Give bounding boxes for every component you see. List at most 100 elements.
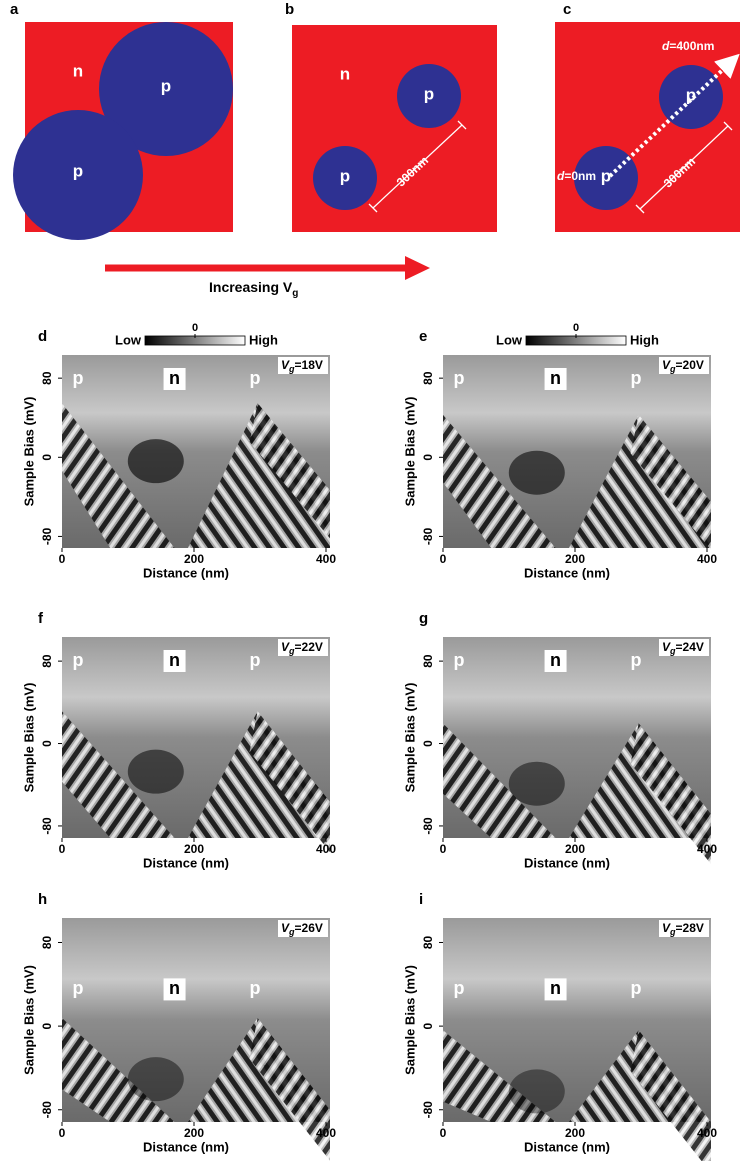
label-box [544, 650, 567, 672]
lobe [249, 711, 330, 853]
x-tick-label: 400 [697, 842, 717, 856]
region-label: p [161, 76, 171, 95]
region-label: p [686, 85, 696, 104]
p-puddle [99, 22, 233, 156]
region-label: p [249, 368, 260, 388]
gate-box [278, 357, 328, 374]
region-label: p [73, 978, 84, 998]
y-axis-label: Sample Bias (mV) [402, 965, 417, 1075]
region-label: p [424, 84, 434, 103]
region-label: p [73, 368, 84, 388]
panel-letter: e [419, 328, 427, 345]
region-label: n [169, 978, 180, 998]
p-puddle [13, 110, 143, 240]
region-label: p [454, 978, 465, 998]
region-label: p [630, 978, 641, 998]
y-tick-label: -80 [40, 817, 54, 835]
label-box [544, 368, 567, 390]
panel-letter: b [285, 1, 294, 18]
lobe [62, 403, 175, 548]
panel-letter: a [10, 1, 19, 18]
gate-label: Vg=24V [662, 640, 704, 656]
x-tick-label: 400 [316, 552, 336, 566]
lobe [443, 1030, 556, 1122]
y-tick-label: 0 [40, 454, 54, 461]
x-tick-label: 400 [316, 1126, 336, 1140]
region-label: n [169, 368, 180, 388]
arrow-head [405, 256, 430, 280]
map-panel: e p n p Vg=20V Sample Bias (mV) 80 0 -80 0 200 400 D… [402, 322, 717, 581]
x-tick-label: 0 [59, 1126, 66, 1140]
gate-label: Vg=28V [662, 921, 704, 937]
gate-value: =24V [676, 640, 704, 654]
gate-box [659, 639, 709, 656]
gate-box [659, 920, 709, 937]
gate-subscript: g [288, 927, 295, 937]
x-tick-label: 400 [697, 1126, 717, 1140]
gate-symbol: V [281, 358, 290, 372]
gate-box [278, 639, 328, 656]
label-box [163, 650, 186, 672]
x-tick-label: 200 [184, 842, 204, 856]
y-axis-label: Sample Bias (mV) [21, 683, 36, 793]
label-box [163, 978, 186, 1001]
x-tick-label: 400 [316, 842, 336, 856]
colorbar-low: Low [115, 332, 142, 347]
region-label: n [169, 650, 180, 670]
dark-core [127, 439, 184, 484]
colorbar-high: High [630, 332, 659, 347]
dark-core [127, 1057, 184, 1102]
lobe [62, 1017, 175, 1122]
dark-core [127, 749, 184, 794]
gate-symbol: V [281, 640, 290, 654]
panel-letter: f [38, 610, 44, 627]
n-region [555, 22, 740, 232]
colorbar-zero: 0 [192, 322, 198, 334]
lobe [443, 414, 556, 548]
dark-core [508, 1069, 565, 1114]
colorbar-low: Low [496, 332, 523, 347]
region-label: n [550, 978, 561, 998]
y-tick-label: 80 [421, 654, 435, 668]
x-tick-label: 400 [697, 552, 717, 566]
gate-label: Vg=18V [281, 358, 323, 374]
y-tick-label: 80 [421, 371, 435, 385]
y-tick-label: -80 [421, 527, 435, 545]
lobe [568, 414, 711, 548]
scale-bar [635, 121, 733, 214]
x-axis-label: Distance (nm) [524, 565, 610, 580]
x-tick-label: 200 [184, 552, 204, 566]
lobe [187, 403, 330, 548]
y-tick-label: 80 [40, 935, 54, 949]
arrow-label: Increasing Vg [209, 279, 298, 299]
colorbar-high: High [249, 332, 278, 347]
region-label: p [630, 650, 641, 670]
x-tick-label: 0 [59, 842, 66, 856]
x-tick-label: 200 [565, 552, 585, 566]
region-label: p [601, 166, 611, 185]
gate-label: Vg=22V [281, 640, 323, 656]
y-tick-label: 80 [40, 371, 54, 385]
region-label: p [73, 161, 83, 180]
x-axis-label: Distance (nm) [143, 565, 229, 580]
p-puddle [397, 64, 461, 128]
start-label: d=0nm [557, 169, 596, 183]
y-tick-label: 0 [421, 740, 435, 747]
y-tick-label: 80 [40, 654, 54, 668]
x-tick-label: 200 [184, 1126, 204, 1140]
lobe [249, 1017, 330, 1161]
lobe [443, 723, 556, 838]
gate-subscript: g [288, 646, 295, 656]
colorbar-zero: 0 [573, 322, 579, 334]
panel-letter: d [38, 328, 47, 345]
y-tick-label: 80 [421, 935, 435, 949]
y-tick-label: 0 [40, 740, 54, 747]
gate-value: =28V [676, 921, 704, 935]
scale-bar [368, 120, 467, 213]
map-panel: f p n p Vg=22V Sample Bias (mV) 80 0 -80 0 200 400 D… [21, 610, 336, 870]
y-tick-label: -80 [40, 1101, 54, 1119]
panel-letter: c [563, 1, 571, 18]
lobe [630, 1030, 711, 1161]
label-box [544, 978, 567, 1001]
